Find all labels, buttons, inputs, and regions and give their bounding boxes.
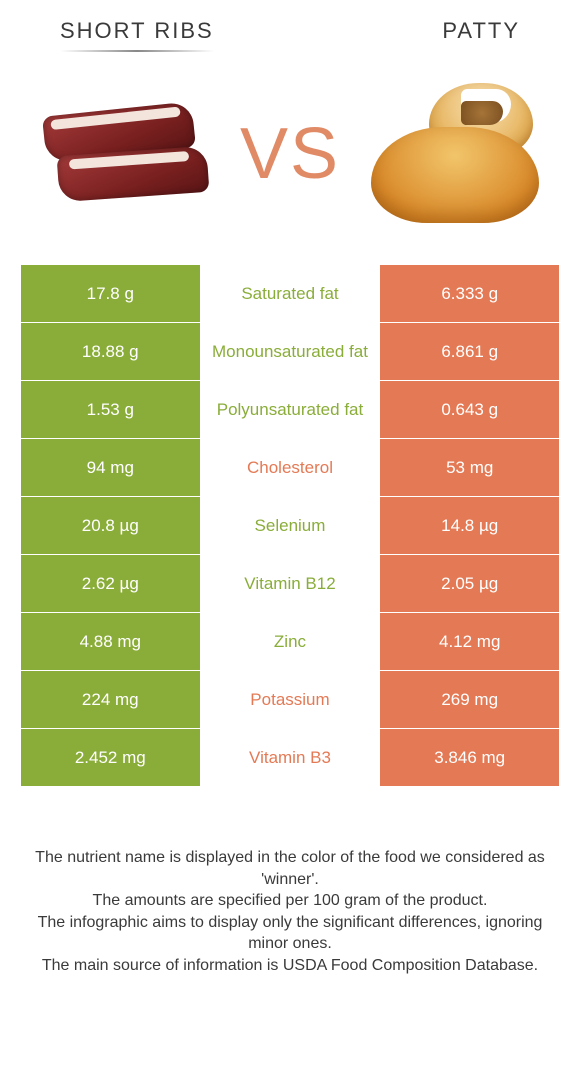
vs-label: VS	[240, 113, 340, 195]
value-left: 2.62 µg	[21, 555, 201, 613]
value-left: 18.88 g	[21, 323, 201, 381]
footer-line: The main source of information is USDA F…	[26, 955, 554, 977]
nutrient-name: Zinc	[200, 613, 380, 671]
value-left: 4.88 mg	[21, 613, 201, 671]
table-row: 1.53 gPolyunsaturated fat0.643 g	[21, 381, 560, 439]
nutrient-name: Polyunsaturated fat	[200, 381, 380, 439]
value-right: 4.12 mg	[380, 613, 560, 671]
table-row: 2.452 mgVitamin B33.846 mg	[21, 729, 560, 787]
value-right: 2.05 µg	[380, 555, 560, 613]
value-right: 0.643 g	[380, 381, 560, 439]
value-right: 269 mg	[380, 671, 560, 729]
nutrient-name: Monounsaturated fat	[200, 323, 380, 381]
table-row: 20.8 µgSelenium14.8 µg	[21, 497, 560, 555]
value-right: 3.846 mg	[380, 729, 560, 787]
value-left: 224 mg	[21, 671, 201, 729]
value-right: 6.861 g	[380, 323, 560, 381]
footer-notes: The nutrient name is displayed in the co…	[0, 787, 580, 977]
nutrient-name: Vitamin B3	[200, 729, 380, 787]
value-left: 1.53 g	[21, 381, 201, 439]
nutrient-name: Saturated fat	[200, 265, 380, 323]
value-left: 17.8 g	[21, 265, 201, 323]
title-left: Short ribs	[60, 18, 214, 50]
table-row: 18.88 gMonounsaturated fat6.861 g	[21, 323, 560, 381]
nutrient-name: Cholesterol	[200, 439, 380, 497]
comparison-table: 17.8 gSaturated fat6.333 g18.88 gMonouns…	[20, 264, 560, 787]
patty-image	[360, 74, 550, 234]
images-row: VS	[0, 54, 580, 264]
footer-line: The nutrient name is displayed in the co…	[26, 847, 554, 890]
nutrient-name: Selenium	[200, 497, 380, 555]
short-ribs-image	[30, 74, 220, 234]
footer-line: The infographic aims to display only the…	[26, 912, 554, 955]
table-row: 94 mgCholesterol53 mg	[21, 439, 560, 497]
table-row: 17.8 gSaturated fat6.333 g	[21, 265, 560, 323]
value-right: 14.8 µg	[380, 497, 560, 555]
nutrient-name: Vitamin B12	[200, 555, 380, 613]
value-left: 20.8 µg	[21, 497, 201, 555]
header: Short ribs Patty	[0, 0, 580, 54]
table-row: 2.62 µgVitamin B122.05 µg	[21, 555, 560, 613]
table-row: 224 mgPotassium269 mg	[21, 671, 560, 729]
value-right: 53 mg	[380, 439, 560, 497]
nutrient-name: Potassium	[200, 671, 380, 729]
footer-line: The amounts are specified per 100 gram o…	[26, 890, 554, 912]
title-right: Patty	[442, 18, 520, 50]
table-row: 4.88 mgZinc4.12 mg	[21, 613, 560, 671]
value-right: 6.333 g	[380, 265, 560, 323]
value-left: 2.452 mg	[21, 729, 201, 787]
value-left: 94 mg	[21, 439, 201, 497]
